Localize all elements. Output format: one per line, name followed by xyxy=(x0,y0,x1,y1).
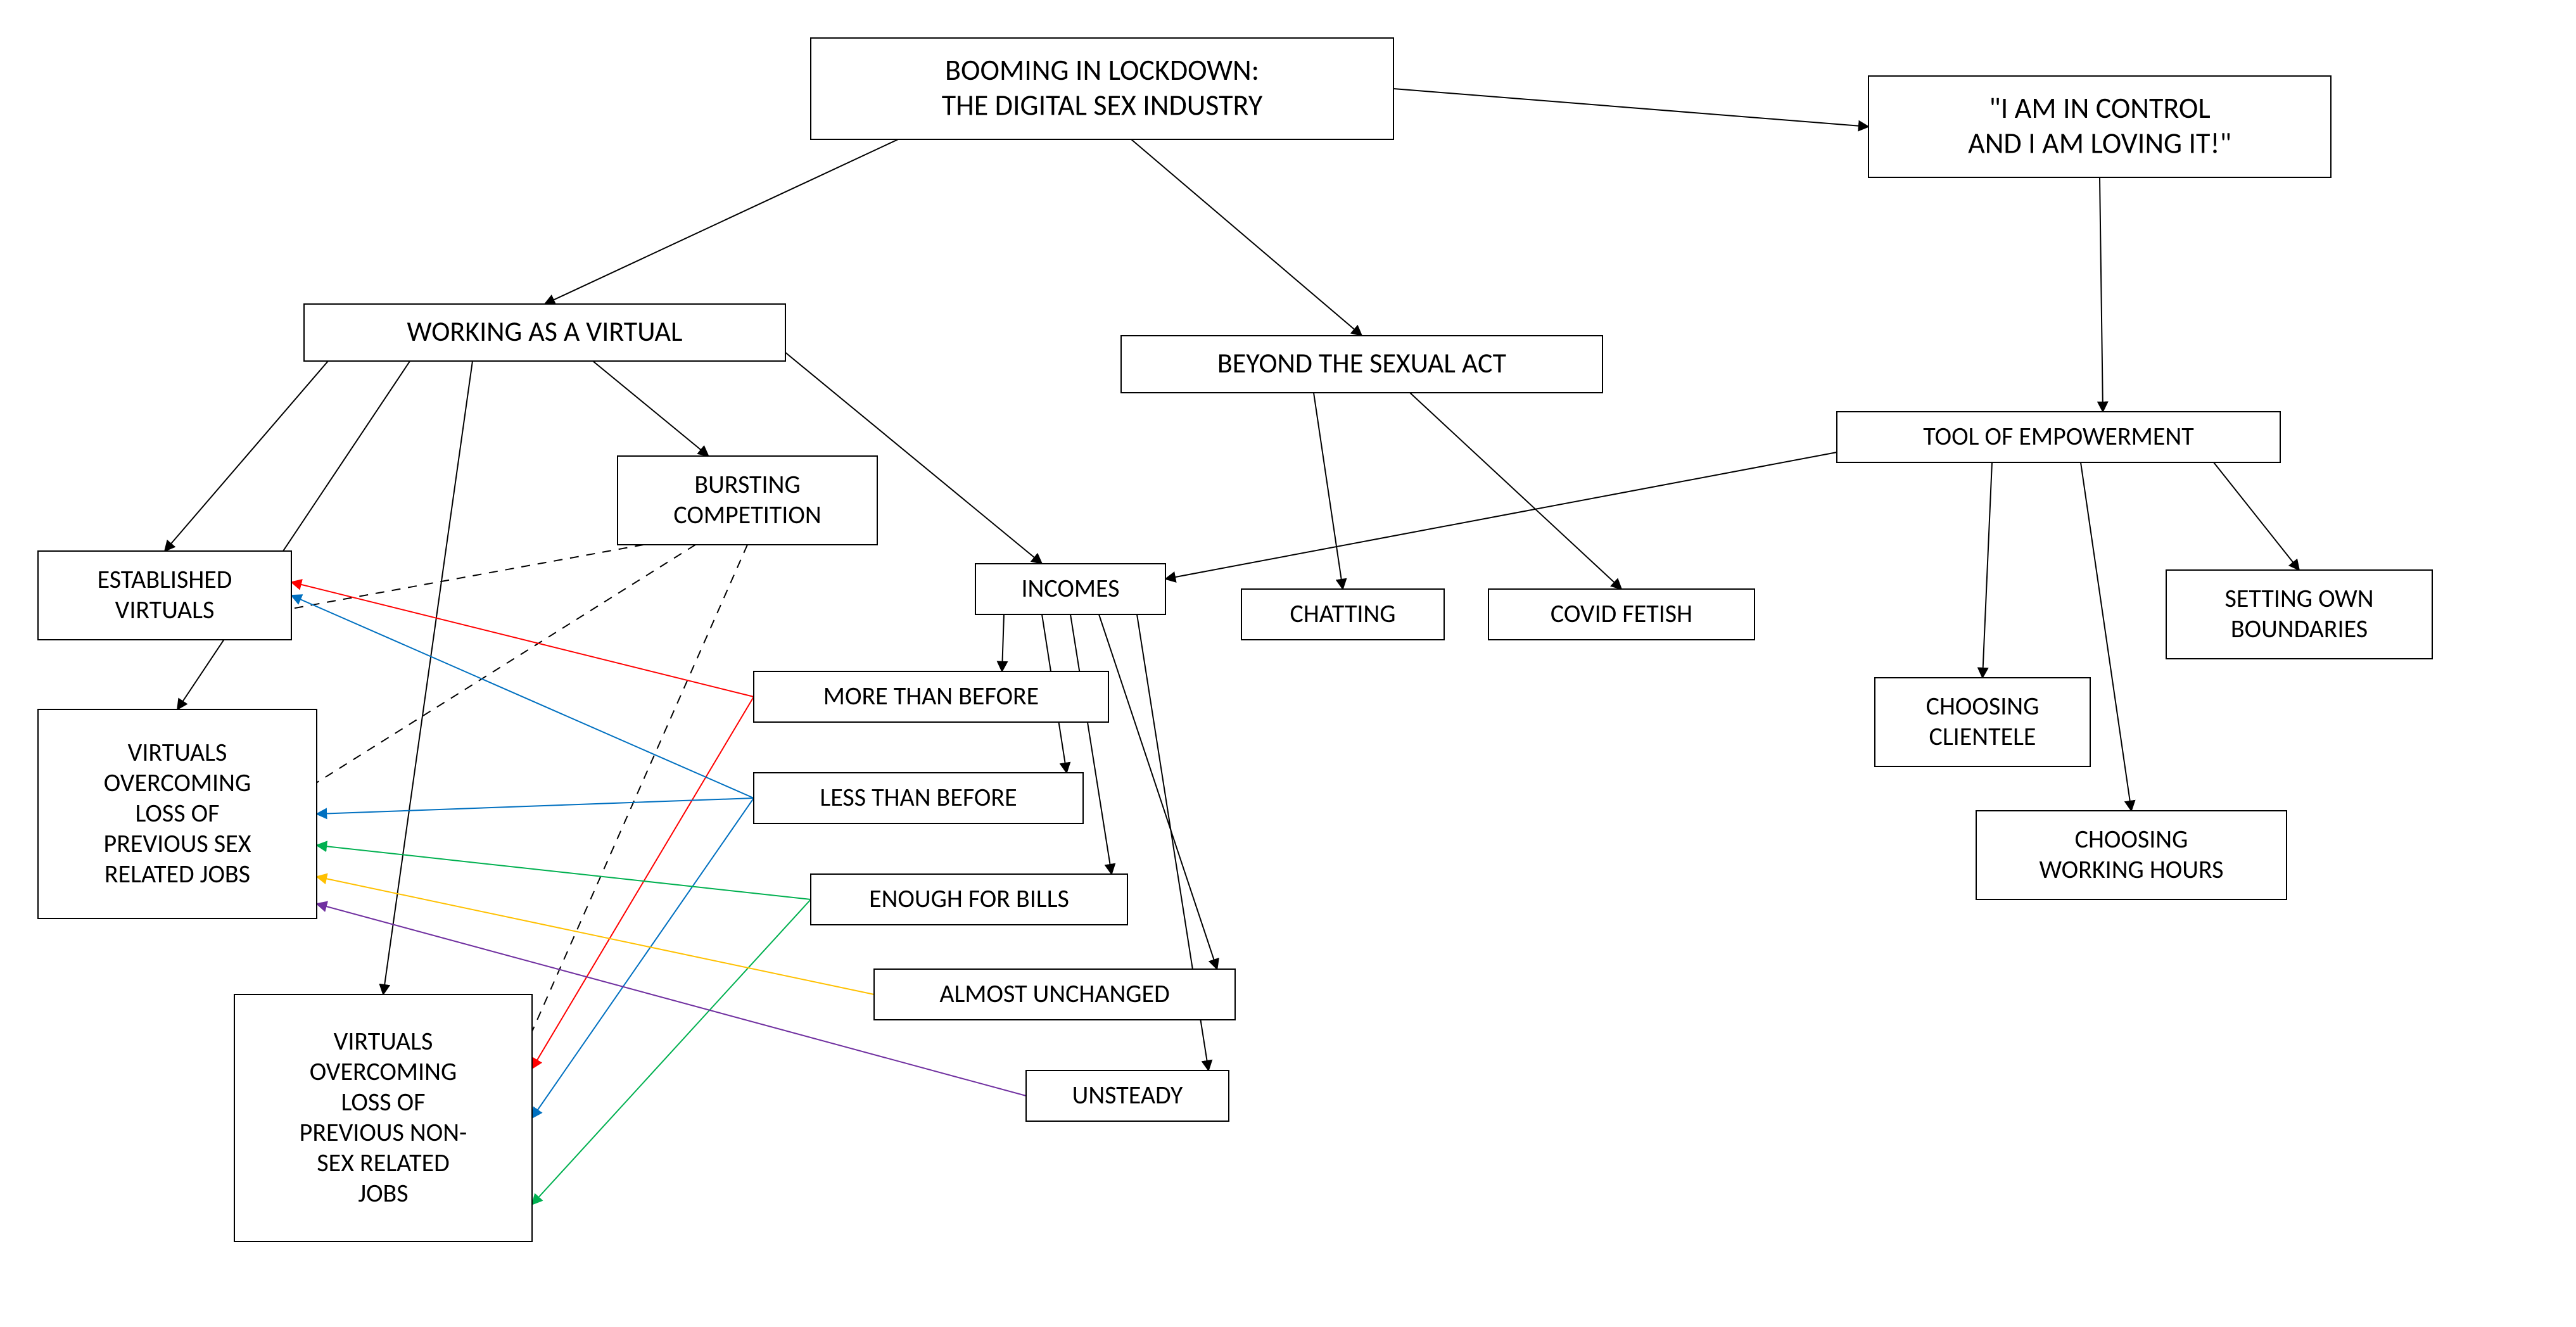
edge-root-to-beyond xyxy=(1131,139,1362,336)
node-covid: COVID FETISH xyxy=(1488,589,1754,640)
node-clientele-label-line-1: CLIENTELE xyxy=(1929,721,2036,752)
node-overSex-label-line-3: PREVIOUS SEX xyxy=(104,828,251,859)
edge-beyond-to-chatting xyxy=(1314,393,1343,589)
edge-working-to-overNon xyxy=(383,361,473,994)
edge-beyond-to-covid xyxy=(1410,393,1621,589)
edge-bursting-to-overSex xyxy=(317,545,695,783)
node-ownBound-label-line-0: SETTING OWN xyxy=(2224,583,2373,614)
node-hours: CHOOSINGWORKING HOURS xyxy=(1976,811,2287,899)
node-bursting: BURSTINGCOMPETITION xyxy=(618,456,877,545)
node-chatting: CHATTING xyxy=(1241,589,1444,640)
node-control: "I AM IN CONTROLAND I AM LOVING IT!" xyxy=(1869,76,2331,177)
node-overNon-label-line-3: PREVIOUS NON- xyxy=(300,1117,467,1148)
node-control-label-line-1: AND I AM LOVING IT!" xyxy=(1968,125,2231,161)
node-enough-label-line-0: ENOUGH FOR BILLS xyxy=(869,883,1069,914)
node-more-label-line-0: MORE THAN BEFORE xyxy=(823,680,1039,711)
node-overNon-label-line-5: JOBS xyxy=(358,1178,408,1209)
node-clientele: CHOOSINGCLIENTELE xyxy=(1875,678,2090,766)
node-overSex-label-line-1: OVERCOMING xyxy=(104,767,251,798)
edge-root-to-working xyxy=(545,139,898,304)
edge-working-to-overSex xyxy=(177,361,410,709)
node-root-label-line-1: THE DIGITAL SEX INDUSTRY xyxy=(942,87,1263,123)
node-overSex-label-line-0: VIRTUALS xyxy=(128,737,227,768)
edge-less-to-established xyxy=(291,595,754,798)
edge-almost-to-overSex xyxy=(317,877,874,994)
edge-tool-to-clientele xyxy=(1983,462,1992,678)
node-clientele-label-line-0: CHOOSING xyxy=(1926,690,2040,721)
edge-root-to-control xyxy=(1393,89,1869,127)
flowchart-svg: BOOMING IN LOCKDOWN:THE DIGITAL SEX INDU… xyxy=(0,0,2576,1327)
node-beyond-label-line-0: BEYOND THE SEXUAL ACT xyxy=(1217,346,1506,380)
node-established-label-line-1: VIRTUALS xyxy=(115,594,215,625)
edge-incomes-to-more xyxy=(1002,614,1004,671)
node-incomes: INCOMES xyxy=(975,564,1165,614)
node-bursting-label-line-1: COMPETITION xyxy=(673,499,821,530)
edge-control-to-tool xyxy=(2100,177,2103,412)
node-enough: ENOUGH FOR BILLS xyxy=(811,874,1127,925)
node-hours-label-line-0: CHOOSING xyxy=(2075,823,2188,854)
edge-working-to-established xyxy=(165,361,328,551)
nodes-group: BOOMING IN LOCKDOWN:THE DIGITAL SEX INDU… xyxy=(38,38,2432,1241)
node-incomes-label-line-0: INCOMES xyxy=(1021,573,1119,604)
node-overNon-label-line-2: LOSS OF xyxy=(341,1086,425,1117)
node-less-label-line-0: LESS THAN BEFORE xyxy=(820,782,1017,813)
edge-enough-to-overSex xyxy=(317,846,811,900)
node-overNon-label-line-0: VIRTUALS xyxy=(334,1025,433,1057)
node-hours-label-line-1: WORKING HOURS xyxy=(2040,854,2224,885)
node-established-label-line-0: ESTABLISHED xyxy=(98,564,232,595)
edge-bursting-to-overNon xyxy=(532,545,747,1032)
node-unsteady: UNSTEADY xyxy=(1026,1070,1229,1121)
node-overNon: VIRTUALSOVERCOMINGLOSS OFPREVIOUS NON-SE… xyxy=(234,994,532,1241)
node-tool: TOOL OF EMPOWERMENT xyxy=(1837,412,2280,462)
node-established: ESTABLISHEDVIRTUALS xyxy=(38,551,291,640)
node-beyond: BEYOND THE SEXUAL ACT xyxy=(1121,336,1602,393)
node-more: MORE THAN BEFORE xyxy=(754,671,1108,722)
node-chatting-label-line-0: CHATTING xyxy=(1290,598,1396,629)
node-almost-label-line-0: ALMOST UNCHANGED xyxy=(939,978,1169,1009)
diagram-root: BOOMING IN LOCKDOWN:THE DIGITAL SEX INDU… xyxy=(0,0,2576,1327)
node-control-label-line-0: "I AM IN CONTROL xyxy=(1989,91,2210,126)
node-overNon-label-line-1: OVERCOMING xyxy=(310,1056,457,1087)
node-tool-label-line-0: TOOL OF EMPOWERMENT xyxy=(1923,421,2194,452)
node-overNon-label-line-4: SEX RELATED xyxy=(317,1147,449,1178)
edge-enough-to-overNon xyxy=(532,899,811,1205)
node-less: LESS THAN BEFORE xyxy=(754,773,1083,823)
edge-less-to-overNon xyxy=(532,798,754,1118)
node-covid-label-line-0: COVID FETISH xyxy=(1551,598,1692,629)
edge-incomes-to-enough xyxy=(1070,614,1112,874)
edge-more-to-established xyxy=(291,582,754,697)
node-working-label-line-0: WORKING AS A VIRTUAL xyxy=(407,314,683,348)
edge-bursting-to-established xyxy=(291,545,644,609)
node-root-label-line-0: BOOMING IN LOCKDOWN: xyxy=(945,53,1259,88)
node-overSex-label-line-2: LOSS OF xyxy=(135,797,219,829)
edge-tool-to-incomes xyxy=(1165,452,1837,579)
node-ownBound: SETTING OWNBOUNDARIES xyxy=(2166,570,2432,659)
node-almost: ALMOST UNCHANGED xyxy=(874,969,1235,1020)
node-unsteady-label-line-0: UNSTEADY xyxy=(1072,1079,1183,1110)
node-ownBound-label-line-1: BOUNDARIES xyxy=(2231,613,2368,644)
edge-tool-to-ownBound xyxy=(2214,462,2299,570)
node-working: WORKING AS A VIRTUAL xyxy=(304,304,785,361)
edge-working-to-bursting xyxy=(593,361,709,456)
node-overSex: VIRTUALSOVERCOMINGLOSS OFPREVIOUS SEXREL… xyxy=(38,709,317,918)
node-root: BOOMING IN LOCKDOWN:THE DIGITAL SEX INDU… xyxy=(811,38,1393,139)
node-bursting-label-line-0: BURSTING xyxy=(694,469,800,500)
node-overSex-label-line-4: RELATED JOBS xyxy=(105,858,250,889)
